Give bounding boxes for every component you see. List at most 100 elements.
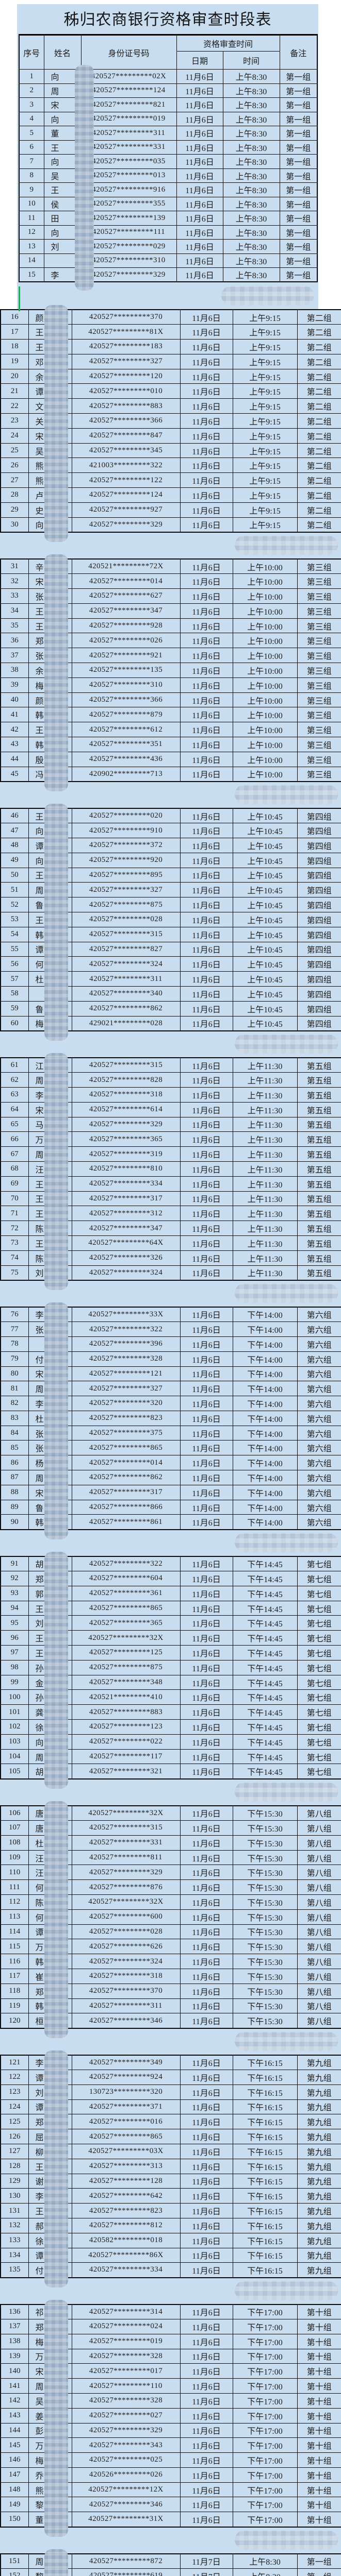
surname-text: 向 bbox=[35, 827, 44, 837]
table-row: 52 鲁 420527*********875 11月6日 上午10:45 第四组 bbox=[0, 897, 341, 912]
surname-text: 卢 bbox=[35, 492, 44, 501]
time-cell: 上午11:30 bbox=[232, 1250, 298, 1266]
date-cell: 11月6日 bbox=[180, 2348, 233, 2364]
row-number-cell: 29 bbox=[0, 502, 29, 518]
date-cell: 11月6日 bbox=[180, 986, 233, 1002]
group-cell: 第六组 bbox=[297, 1514, 341, 1530]
time-cell: 上午11:30 bbox=[232, 1206, 298, 1222]
id-number-cell: 420521*********410 bbox=[71, 1689, 181, 1705]
surname-text: 张 bbox=[35, 652, 44, 662]
row-number-cell: 1 bbox=[19, 69, 44, 84]
id-number-cell: 420527*********125 bbox=[71, 1645, 181, 1660]
group-cell: 第十组 bbox=[297, 2437, 341, 2453]
group-cell: 第一组 bbox=[279, 126, 318, 141]
date-cell: 11月6日 bbox=[180, 1764, 233, 1780]
date-cell: 11月6日 bbox=[180, 1131, 233, 1147]
surname-text: 徐 bbox=[35, 2237, 44, 2246]
time-cell: 上午10:45 bbox=[232, 882, 298, 898]
time-cell: 下午14:45 bbox=[232, 1615, 298, 1631]
table-row: 68 汪 420527*********810 11月6日 上午11:30 第五组 bbox=[0, 1161, 341, 1177]
row-number-cell: 31 bbox=[0, 558, 29, 574]
row-number-cell: 34 bbox=[0, 603, 29, 619]
id-number-cell: 429021*********028 bbox=[71, 1015, 181, 1031]
table-row: 117 崔 420527*********318 11月6日 下午15:30 第八组 bbox=[0, 1968, 341, 1984]
row-number-cell: 122 bbox=[0, 2069, 29, 2085]
group-cell: 第十组 bbox=[297, 2422, 341, 2438]
time-cell: 上午9:15 bbox=[232, 339, 298, 354]
id-number-cell: 420527*********436 bbox=[71, 751, 181, 767]
time-cell: 下午14:00 bbox=[232, 1514, 298, 1530]
table-row: 81 周 420527*********327 11月6日 下午14:00 第六组 bbox=[0, 1381, 341, 1397]
date-cell: 11月6日 bbox=[180, 1396, 233, 1411]
surname-text: 乔 bbox=[35, 2471, 44, 2481]
date-cell: 11月6日 bbox=[180, 428, 233, 444]
time-cell: 上午11:30 bbox=[232, 1191, 298, 1207]
group-cell: 第二组 bbox=[297, 443, 341, 459]
time-cell: 下午17:00 bbox=[232, 2333, 298, 2349]
header-review-time: 资格审查时间 bbox=[176, 34, 280, 52]
group-cell: 第二组 bbox=[297, 324, 341, 340]
table-row: 77 张 420527*********322 11月6日 下午14:00 第六组 bbox=[0, 1321, 341, 1337]
schedule-table: 31 辛 420521*********72X 11月6日 上午10:00 第三组 32 宋 4… bbox=[0, 558, 341, 782]
surname-text: 王 bbox=[35, 1649, 44, 1658]
surname-text: 吴 bbox=[35, 447, 44, 456]
time-cell: 上午11:30 bbox=[232, 1176, 298, 1192]
group-cell: 第九组 bbox=[297, 2069, 341, 2085]
table-row: 73 王 420527*********64X 11月6日 上午11:30 第五组 bbox=[0, 1235, 341, 1251]
row-number-cell: 141 bbox=[0, 2378, 29, 2394]
row-number-cell: 127 bbox=[0, 2143, 29, 2159]
date-cell: 11月6日 bbox=[180, 1484, 233, 1500]
table-row: 42 王 420527*********612 11月6日 上午10:00 第三组 bbox=[0, 722, 341, 738]
id-number-cell: 420527*********33X bbox=[71, 1307, 181, 1323]
table-row: 94 王 420527*********865 11月6日 下午14:45 第七组 bbox=[0, 1600, 341, 1616]
name-cell: 乔 bbox=[28, 2467, 72, 2483]
name-cell: 彭 bbox=[28, 2422, 72, 2438]
id-number-cell: 420527*********619 bbox=[71, 2568, 181, 2576]
row-number-cell: 126 bbox=[0, 2129, 29, 2144]
section-gap bbox=[0, 532, 341, 558]
time-cell: 下午16:15 bbox=[232, 2055, 298, 2070]
table-row: 66 万 420527*********365 11月6日 上午11:30 第五组 bbox=[0, 1131, 341, 1147]
surname-text: 周 bbox=[35, 2558, 44, 2567]
row-number-cell: 22 bbox=[0, 398, 29, 414]
surname-text: 张 bbox=[35, 592, 44, 602]
time-cell: 下午14:45 bbox=[232, 1734, 298, 1750]
table-row: 67 周 420527*********319 11月6日 上午11:30 第五组 bbox=[0, 1146, 341, 1162]
surname-text: 向 bbox=[51, 158, 59, 167]
id-number-cell: 420527*********028 bbox=[71, 911, 181, 927]
date-cell: 11月6日 bbox=[180, 751, 233, 767]
table-row: 57 杜 420527*********311 11月6日 上午10:45 第四组 bbox=[0, 971, 341, 987]
group-cell: 第九组 bbox=[297, 2232, 341, 2248]
redaction-blob bbox=[235, 784, 338, 804]
surname-text: 彭 bbox=[35, 2427, 44, 2436]
time-cell: 下午14:00 bbox=[232, 1396, 298, 1411]
group-cell: 第二组 bbox=[297, 487, 341, 503]
table-row: 115 万 420527*********626 11月6日 下午15:30 第八组 bbox=[0, 1939, 341, 1955]
group-cell: 第一组 bbox=[279, 182, 318, 197]
table-row: 118 郑 420527*********370 11月6日 下午15:30 第八组 bbox=[0, 1983, 341, 1999]
id-number-cell: 420582*********018 bbox=[71, 2232, 181, 2248]
name-cell: 王 bbox=[28, 339, 72, 354]
group-cell: 第七组 bbox=[297, 1571, 341, 1586]
surname-text: 王 bbox=[35, 1210, 44, 1219]
surname-text: 韩 bbox=[35, 1519, 44, 1528]
surname-text: 宋 bbox=[35, 432, 44, 442]
table-row: 50 王 420527*********895 11月6日 上午10:45 第四组 bbox=[0, 867, 341, 883]
id-number-cell: 420527*********928 bbox=[71, 618, 181, 634]
surname-text: 唐 bbox=[35, 1810, 44, 1819]
redaction-blob bbox=[235, 2280, 338, 2300]
group-cell: 第十组 bbox=[297, 2363, 341, 2379]
row-number-cell: 99 bbox=[0, 1674, 29, 1690]
date-cell: 11月6日 bbox=[180, 1351, 233, 1367]
name-cell: 王 bbox=[28, 1176, 72, 1192]
surname-text: 宋 bbox=[35, 1106, 44, 1115]
row-number-cell: 70 bbox=[0, 1191, 29, 1207]
row-number-cell: 46 bbox=[0, 808, 29, 824]
time-cell: 下午16:15 bbox=[232, 2232, 298, 2248]
name-cell: 万 bbox=[28, 1939, 72, 1955]
row-number-cell: 98 bbox=[0, 1659, 29, 1675]
time-cell: 下午17:00 bbox=[232, 2304, 298, 2319]
date-cell: 11月6日 bbox=[180, 1440, 233, 1456]
